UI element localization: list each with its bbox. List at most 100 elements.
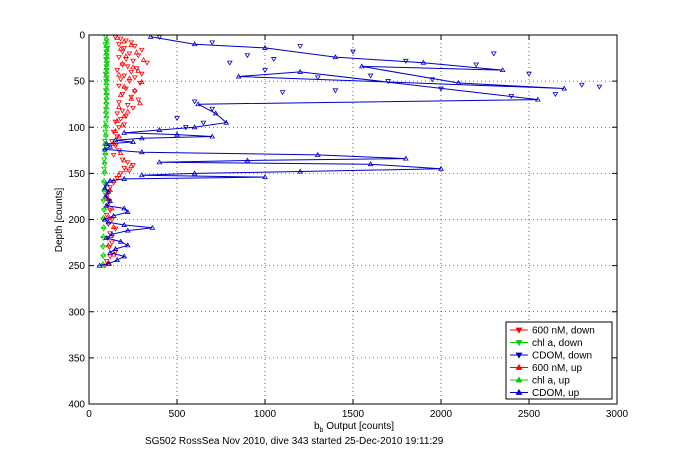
data-point bbox=[128, 40, 135, 46]
data-point bbox=[100, 196, 107, 202]
data-point bbox=[104, 93, 110, 98]
legend-marker bbox=[515, 388, 523, 395]
data-point bbox=[121, 222, 128, 227]
data-point bbox=[112, 246, 119, 251]
data-point bbox=[121, 113, 128, 119]
data-point bbox=[262, 174, 268, 180]
data-point bbox=[101, 171, 108, 177]
data-point bbox=[212, 110, 219, 116]
data-point bbox=[110, 223, 117, 229]
data-point bbox=[473, 62, 480, 68]
data-point bbox=[100, 245, 106, 251]
x-axis-label: bb Output [counts] bbox=[314, 421, 394, 434]
data-point bbox=[149, 224, 156, 230]
data-point bbox=[100, 217, 106, 223]
data-point bbox=[103, 140, 110, 146]
data-point bbox=[103, 111, 110, 117]
data-point bbox=[102, 72, 109, 78]
data-point bbox=[147, 35, 154, 39]
data-point bbox=[112, 137, 119, 143]
data-point bbox=[137, 100, 143, 106]
data-point bbox=[314, 75, 321, 81]
data-point bbox=[114, 134, 121, 140]
data-point bbox=[135, 97, 142, 103]
data-point bbox=[117, 150, 124, 156]
data-point bbox=[116, 42, 122, 48]
data-point bbox=[103, 212, 110, 218]
data-point bbox=[102, 108, 109, 114]
data-point bbox=[106, 245, 113, 251]
data-point bbox=[107, 249, 114, 255]
data-point bbox=[100, 233, 107, 239]
data-point bbox=[107, 198, 114, 203]
data-point bbox=[114, 68, 121, 74]
data-point bbox=[140, 56, 147, 62]
data-point bbox=[100, 254, 106, 260]
data-point bbox=[138, 71, 145, 77]
series-4 bbox=[100, 35, 111, 266]
data-point bbox=[102, 131, 109, 137]
data-point bbox=[116, 55, 122, 61]
x-axis-label-main: b bbox=[314, 421, 320, 432]
data-point bbox=[385, 79, 392, 85]
data-point bbox=[223, 119, 230, 125]
data-point bbox=[244, 157, 251, 163]
data-point bbox=[191, 41, 198, 47]
data-point bbox=[124, 209, 131, 215]
data-point bbox=[117, 45, 124, 51]
data-point bbox=[107, 177, 114, 183]
data-point bbox=[191, 170, 198, 176]
legend-marker bbox=[515, 340, 523, 347]
data-point bbox=[105, 188, 112, 194]
data-point bbox=[402, 155, 409, 161]
data-point bbox=[102, 129, 109, 135]
data-point bbox=[121, 38, 128, 44]
data-point bbox=[131, 87, 138, 93]
data-point bbox=[126, 75, 133, 81]
data-point bbox=[114, 111, 121, 117]
data-point bbox=[103, 61, 110, 67]
data-point bbox=[226, 60, 233, 66]
data-point bbox=[138, 79, 145, 84]
y-tick-label: 250 bbox=[68, 261, 85, 272]
data-point bbox=[156, 127, 163, 132]
data-point bbox=[138, 149, 145, 155]
data-point bbox=[144, 60, 150, 66]
data-point bbox=[123, 114, 129, 120]
data-point bbox=[499, 67, 506, 72]
data-point bbox=[119, 60, 126, 66]
data-point bbox=[235, 73, 242, 79]
data-point bbox=[121, 45, 128, 51]
x-axis-ticks: 0 500 1000 1500 2000 2500 3000 bbox=[86, 35, 629, 420]
data-point bbox=[128, 69, 135, 75]
data-point bbox=[100, 242, 106, 248]
series-line bbox=[99, 36, 565, 267]
data-point bbox=[114, 257, 121, 263]
data-point bbox=[367, 161, 374, 167]
legend-entry: CDOM, up bbox=[510, 388, 580, 399]
data-point bbox=[114, 117, 121, 123]
data-point bbox=[105, 219, 112, 225]
data-point bbox=[103, 35, 110, 41]
legend-label: 600 nM, down bbox=[532, 326, 595, 337]
data-point bbox=[262, 44, 268, 50]
data-point bbox=[101, 205, 108, 211]
data-point bbox=[103, 97, 110, 103]
data-point bbox=[534, 96, 541, 102]
legend-label: chl a, up bbox=[532, 376, 570, 387]
x-tick-label: 1500 bbox=[342, 409, 365, 420]
data-point bbox=[110, 180, 117, 186]
data-point bbox=[101, 185, 108, 191]
data-point bbox=[209, 106, 216, 112]
series-3 bbox=[105, 35, 147, 266]
y-tick-label: 100 bbox=[68, 123, 85, 134]
data-point bbox=[102, 193, 109, 199]
legend-label: chl a, down bbox=[532, 338, 583, 349]
data-point bbox=[117, 238, 124, 244]
data-point bbox=[130, 64, 136, 70]
data-point bbox=[101, 177, 108, 183]
data-point bbox=[103, 68, 110, 74]
data-point bbox=[116, 125, 122, 131]
data-point bbox=[103, 90, 109, 96]
data-point bbox=[429, 77, 436, 83]
